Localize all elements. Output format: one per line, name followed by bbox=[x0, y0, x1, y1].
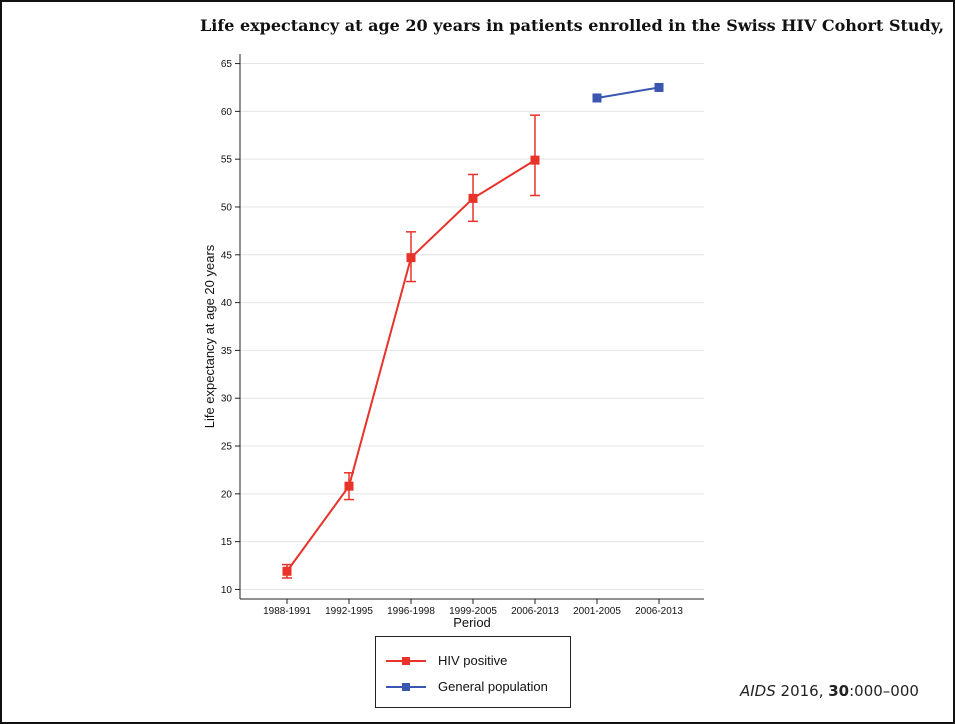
y-tick-label-60: 60 bbox=[221, 107, 233, 118]
y-tick-label-45: 45 bbox=[221, 250, 233, 261]
y-tick-label-65: 65 bbox=[221, 59, 233, 70]
data-point-1-0 bbox=[592, 93, 602, 103]
y-tick-label-10: 10 bbox=[221, 585, 233, 596]
x-tick-label-3: 1999-2005 bbox=[449, 606, 497, 617]
x-tick-label-0: 1988-1991 bbox=[263, 606, 311, 617]
y-tick-label-55: 55 bbox=[221, 155, 233, 166]
legend-swatch-general-population bbox=[386, 683, 426, 691]
x-axis-title: Period bbox=[453, 615, 491, 630]
x-tick-label-6: 2006-2013 bbox=[635, 606, 683, 617]
chart-plot: 10 15 20 25 30 35 40 45 50 55 60 65 1988-1991 1992-19… bbox=[202, 54, 704, 630]
data-point-0-3 bbox=[468, 193, 478, 203]
y-axis-title: Life expectancy at age 20 years bbox=[202, 244, 217, 428]
y-tick-label-40: 40 bbox=[221, 298, 233, 309]
data-point-1-1 bbox=[654, 82, 664, 92]
legend-swatch-hiv-positive bbox=[386, 657, 426, 665]
y-tick-label-50: 50 bbox=[221, 202, 233, 213]
citation-journal: AIDS bbox=[740, 682, 776, 700]
y-tick-label-30: 30 bbox=[221, 394, 233, 405]
tick-layer: 10 15 20 25 30 35 40 45 50 55 60 65 1988-1991 1992-19… bbox=[221, 59, 683, 617]
citation: AIDS 2016, 30:000–000 bbox=[740, 682, 919, 700]
x-tick-label-2: 1996-1998 bbox=[387, 606, 435, 617]
legend-label-general-population: General population bbox=[438, 679, 548, 694]
legend-item-general-population: General population bbox=[386, 677, 566, 697]
series-line-1 bbox=[596, 86, 660, 99]
citation-pages: :000–000 bbox=[849, 682, 919, 700]
data-point-0-4 bbox=[530, 155, 540, 165]
citation-volume: 30 bbox=[828, 682, 850, 700]
series-line-0 bbox=[286, 159, 536, 572]
data-point-0-2 bbox=[406, 253, 416, 263]
x-tick-label-4: 2006-2013 bbox=[511, 606, 559, 617]
legend-item-hiv-positive: HIV positive bbox=[386, 651, 566, 671]
data-point-0-0 bbox=[282, 566, 292, 576]
y-tick-label-20: 20 bbox=[221, 489, 233, 500]
y-tick-label-25: 25 bbox=[221, 442, 233, 453]
legend-label-hiv-positive: HIV positive bbox=[438, 653, 508, 668]
x-tick-label-5: 2001-2005 bbox=[573, 606, 621, 617]
citation-year: 2016, bbox=[775, 682, 829, 700]
y-tick-label-15: 15 bbox=[221, 537, 233, 548]
axis-layer bbox=[239, 54, 704, 600]
chart-title: Life expectancy at age 20 years in patie… bbox=[200, 16, 945, 35]
series-layer bbox=[282, 82, 664, 579]
legend: HIV positive General population bbox=[375, 636, 571, 708]
grid-layer bbox=[240, 63, 704, 590]
x-tick-label-1: 1992-1995 bbox=[325, 606, 373, 617]
data-point-0-1 bbox=[344, 481, 354, 491]
y-tick-label-35: 35 bbox=[221, 346, 233, 357]
